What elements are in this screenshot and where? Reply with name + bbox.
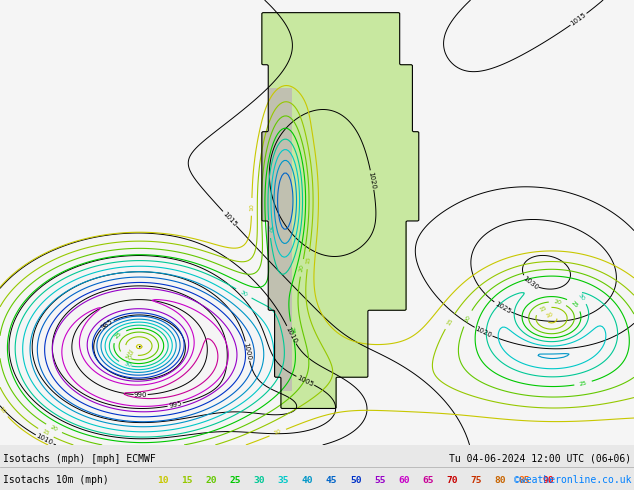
Text: Isotachs (mph) [mph] ECMWF: Isotachs (mph) [mph] ECMWF bbox=[3, 454, 155, 464]
Text: 15: 15 bbox=[125, 348, 134, 357]
Text: 995: 995 bbox=[168, 400, 183, 409]
Text: Isotachs 10m (mph): Isotachs 10m (mph) bbox=[3, 475, 108, 485]
Text: 25: 25 bbox=[230, 476, 241, 485]
Text: 80: 80 bbox=[495, 476, 506, 485]
Text: 30: 30 bbox=[123, 362, 132, 368]
Text: 25: 25 bbox=[289, 326, 295, 335]
Text: 20: 20 bbox=[49, 424, 58, 433]
Text: 10: 10 bbox=[249, 203, 254, 211]
Text: 20: 20 bbox=[122, 353, 132, 361]
Text: 20: 20 bbox=[205, 476, 217, 485]
Text: Tu 04-06-2024 12:00 UTC (06+06): Tu 04-06-2024 12:00 UTC (06+06) bbox=[450, 454, 631, 464]
Text: 90: 90 bbox=[543, 476, 554, 485]
Text: 10: 10 bbox=[273, 429, 282, 437]
Text: 990: 990 bbox=[133, 392, 146, 398]
Text: 1005: 1005 bbox=[296, 374, 314, 388]
Text: 1015: 1015 bbox=[569, 12, 588, 27]
Text: 985: 985 bbox=[100, 318, 114, 331]
Text: 20: 20 bbox=[463, 314, 472, 323]
Text: 30: 30 bbox=[576, 292, 585, 301]
Text: 50: 50 bbox=[350, 476, 361, 485]
Text: 25: 25 bbox=[579, 380, 588, 387]
Text: 40: 40 bbox=[302, 476, 313, 485]
Text: 25: 25 bbox=[570, 300, 579, 309]
Text: 45: 45 bbox=[326, 476, 337, 485]
Text: 20: 20 bbox=[299, 264, 305, 272]
Text: 15: 15 bbox=[41, 429, 50, 437]
Text: 1015: 1015 bbox=[221, 210, 238, 227]
Text: 30: 30 bbox=[239, 289, 249, 297]
Text: 30: 30 bbox=[254, 476, 265, 485]
Text: ©weatheronline.co.uk: ©weatheronline.co.uk bbox=[514, 475, 631, 485]
Text: 1020: 1020 bbox=[474, 325, 493, 339]
Text: 15: 15 bbox=[538, 305, 547, 313]
Text: 1030: 1030 bbox=[521, 275, 539, 291]
Text: 10: 10 bbox=[0, 405, 6, 415]
Text: 1010: 1010 bbox=[285, 325, 298, 344]
Text: 15: 15 bbox=[446, 317, 454, 326]
Text: 1025: 1025 bbox=[493, 300, 512, 315]
Text: 75: 75 bbox=[470, 476, 482, 485]
Text: 1000: 1000 bbox=[243, 342, 252, 361]
Text: 10: 10 bbox=[157, 476, 169, 485]
Text: 1010: 1010 bbox=[35, 433, 54, 446]
Text: 10: 10 bbox=[545, 312, 554, 319]
Text: 70: 70 bbox=[446, 476, 458, 485]
Text: 25: 25 bbox=[114, 331, 123, 340]
Text: 1020: 1020 bbox=[368, 171, 377, 189]
Text: 30: 30 bbox=[266, 225, 273, 233]
Text: 35: 35 bbox=[278, 476, 289, 485]
Text: 60: 60 bbox=[398, 476, 410, 485]
Text: 85: 85 bbox=[519, 476, 530, 485]
Text: 55: 55 bbox=[374, 476, 385, 485]
Text: 15: 15 bbox=[306, 256, 311, 265]
Text: 15: 15 bbox=[181, 476, 193, 485]
Text: 65: 65 bbox=[422, 476, 434, 485]
Text: 20: 20 bbox=[553, 299, 562, 306]
